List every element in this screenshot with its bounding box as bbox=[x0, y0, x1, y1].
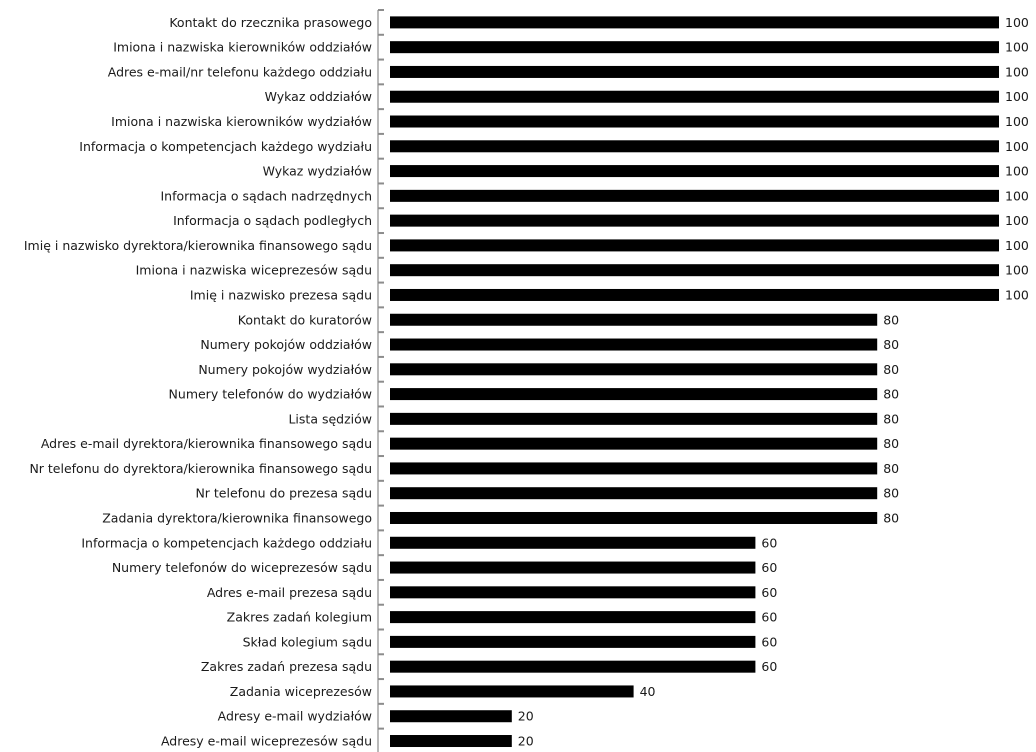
data-label: 80 bbox=[883, 486, 899, 501]
category-label: Informacja o sądach podległych bbox=[173, 213, 372, 228]
category-label: Kontakt do rzecznika prasowego bbox=[169, 15, 372, 30]
data-label: 60 bbox=[761, 535, 777, 550]
category-label: Kontakt do kuratorów bbox=[238, 312, 372, 327]
category-label: Numery pokojów oddziałów bbox=[200, 337, 372, 352]
category-label: Informacja o sądach nadrzędnych bbox=[160, 188, 372, 203]
bar bbox=[390, 239, 999, 252]
bar bbox=[390, 685, 634, 698]
category-label: Skład kolegium sądu bbox=[243, 634, 372, 649]
bar bbox=[390, 487, 878, 500]
bar bbox=[390, 214, 999, 227]
category-label: Informacja o kompetencjach każdego wydzi… bbox=[79, 139, 372, 154]
category-label: Zakres zadań kolegium bbox=[227, 610, 372, 625]
data-label: 100 bbox=[1005, 15, 1029, 30]
category-label: Wykaz wydziałów bbox=[263, 164, 372, 179]
data-label: 60 bbox=[761, 610, 777, 625]
bar bbox=[390, 65, 999, 78]
data-label: 20 bbox=[518, 709, 534, 724]
category-label: Numery telefonów do wiceprezesów sądu bbox=[112, 560, 372, 575]
category-label: Imiona i nazwiska wiceprezesów sądu bbox=[136, 263, 372, 278]
bar bbox=[390, 140, 999, 153]
category-label: Nr telefonu do dyrektora/kierownika fina… bbox=[29, 461, 372, 476]
data-label: 80 bbox=[883, 411, 899, 426]
data-label: 80 bbox=[883, 387, 899, 402]
bar bbox=[390, 41, 999, 54]
bar bbox=[390, 115, 999, 128]
data-label: 100 bbox=[1005, 40, 1029, 55]
data-label: 60 bbox=[761, 585, 777, 600]
bar bbox=[390, 338, 878, 351]
data-label: 100 bbox=[1005, 139, 1029, 154]
data-label: 80 bbox=[883, 436, 899, 451]
bar bbox=[390, 363, 878, 376]
category-label: Zadania dyrektora/kierownika finansowego bbox=[102, 510, 372, 525]
bar bbox=[390, 462, 878, 475]
bar bbox=[390, 288, 999, 301]
category-label: Zadania wiceprezesów bbox=[230, 684, 372, 699]
data-label: 80 bbox=[883, 312, 899, 327]
data-label: 100 bbox=[1005, 114, 1029, 129]
bar bbox=[390, 264, 999, 277]
data-label: 100 bbox=[1005, 164, 1029, 179]
bar bbox=[390, 313, 878, 326]
category-label: Zakres zadań prezesa sądu bbox=[201, 659, 372, 674]
bar bbox=[390, 561, 756, 574]
bar bbox=[390, 710, 512, 723]
category-label: Wykaz oddziałów bbox=[265, 89, 372, 104]
category-label: Adresy e-mail wiceprezesów sądu bbox=[161, 734, 372, 749]
category-label: Informacja o kompetencjach każdego oddzi… bbox=[81, 535, 372, 550]
bar bbox=[390, 189, 999, 202]
category-label: Adres e-mail prezesa sądu bbox=[207, 585, 372, 600]
category-label: Numery pokojów wydziałów bbox=[198, 362, 372, 377]
bar bbox=[390, 16, 999, 29]
category-label: Imiona i nazwiska kierowników oddziałów bbox=[113, 40, 372, 55]
data-label: 80 bbox=[883, 362, 899, 377]
data-label: 100 bbox=[1005, 64, 1029, 79]
category-label: Imiona i nazwiska kierowników wydziałów bbox=[111, 114, 372, 129]
data-label: 60 bbox=[761, 659, 777, 674]
bar bbox=[390, 611, 756, 624]
data-label: 20 bbox=[518, 734, 534, 749]
data-label: 100 bbox=[1005, 287, 1029, 302]
bar bbox=[390, 660, 756, 673]
bar bbox=[390, 735, 512, 748]
category-label: Adresy e-mail wydziałów bbox=[218, 709, 372, 724]
category-label: Imię i nazwisko dyrektora/kierownika fin… bbox=[24, 238, 372, 253]
bar bbox=[390, 536, 756, 549]
data-label: 60 bbox=[761, 560, 777, 575]
data-label: 80 bbox=[883, 510, 899, 525]
data-label: 100 bbox=[1005, 213, 1029, 228]
category-label: Imię i nazwisko prezesa sądu bbox=[190, 287, 372, 302]
data-label: 40 bbox=[640, 684, 656, 699]
category-label: Adres e-mail dyrektora/kierownika finans… bbox=[41, 436, 372, 451]
bar bbox=[390, 388, 878, 401]
bar bbox=[390, 635, 756, 648]
data-label: 80 bbox=[883, 337, 899, 352]
bar bbox=[390, 165, 999, 178]
bar bbox=[390, 511, 878, 524]
bar bbox=[390, 437, 878, 450]
category-label: Numery telefonów do wydziałów bbox=[169, 387, 372, 402]
category-label: Lista sędziów bbox=[288, 411, 372, 426]
data-label: 100 bbox=[1005, 238, 1029, 253]
bar bbox=[390, 412, 878, 425]
category-label: Nr telefonu do prezesa sądu bbox=[195, 486, 372, 501]
data-label: 80 bbox=[883, 461, 899, 476]
bar bbox=[390, 586, 756, 599]
data-label: 60 bbox=[761, 634, 777, 649]
bar bbox=[390, 90, 999, 103]
data-label: 100 bbox=[1005, 188, 1029, 203]
data-label: 100 bbox=[1005, 89, 1029, 104]
data-label: 100 bbox=[1005, 263, 1029, 278]
category-label: Adres e-mail/nr telefonu każdego oddział… bbox=[108, 64, 372, 79]
